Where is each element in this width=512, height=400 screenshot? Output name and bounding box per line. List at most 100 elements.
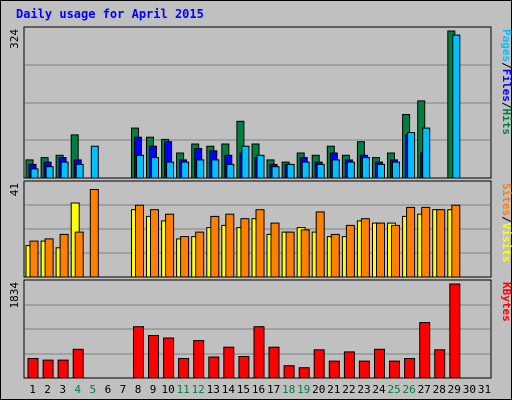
x-tick-label: 7: [120, 383, 127, 396]
legend: Pages/Files/Hits: [500, 29, 512, 135]
x-tick-label: 8: [135, 383, 142, 396]
legend-entry: Files: [500, 69, 512, 102]
x-tick-label: 6: [105, 383, 112, 396]
bar-sites-day-21: [330, 233, 340, 278]
x-tick-label: 23: [357, 383, 370, 396]
x-tick-label: 9: [150, 383, 157, 396]
bar-pages-day-11: [181, 161, 190, 179]
bar-sites-day-3: [59, 233, 69, 278]
bar-sites-day-23: [360, 218, 370, 278]
bar-pages-day-15: [241, 145, 250, 179]
bar-pages-day-5: [90, 145, 99, 179]
bar-pages-day-24: [377, 163, 385, 179]
bar-pages-day-1: [30, 168, 39, 179]
bar-pages-day-13: [211, 159, 220, 179]
x-tick-label: 12: [192, 383, 205, 396]
x-tick-label: 29: [448, 383, 461, 396]
bar-sites-day-15: [240, 218, 250, 278]
bar-sites-day-13: [210, 215, 220, 278]
x-tick-label: 19: [297, 383, 310, 396]
legend-entry: Sites: [500, 183, 512, 216]
bar-sites-day-9: [150, 209, 159, 278]
bar-kbytes-day-14: [223, 346, 235, 379]
bar-pages-day-3: [60, 161, 69, 179]
x-tick-label: 14: [222, 383, 236, 396]
bar-sites-day-1: [29, 240, 39, 278]
bar-pages-day-26: [407, 132, 416, 179]
bar-pages-day-20: [316, 163, 325, 179]
bar-sites-day-24: [376, 222, 385, 278]
bar-sites-day-18: [285, 231, 295, 278]
bar-kbytes-day-20: [313, 349, 325, 379]
x-tick-label: 31: [478, 383, 491, 396]
bar-kbytes-day-12: [193, 340, 205, 379]
y-axis-max-label: 1834: [8, 282, 21, 309]
bar-sites-day-28: [436, 209, 446, 278]
legend: KBytes: [500, 282, 512, 322]
bar-kbytes-day-17: [268, 346, 280, 379]
bar-kbytes-day-9: [148, 335, 159, 379]
x-tick-label: 10: [161, 383, 174, 396]
legend: Sites/Visits: [500, 183, 512, 263]
bar-kbytes-day-22: [343, 351, 355, 379]
y-axis-max-label: 324: [8, 29, 21, 49]
legend-entry: Pages: [500, 29, 512, 62]
bar-pages-day-23: [361, 157, 370, 179]
bar-sites-day-19: [300, 229, 310, 278]
x-tick-label: 17: [267, 383, 280, 396]
bar-kbytes-day-24: [374, 348, 385, 379]
bar-kbytes-day-2: [42, 359, 54, 379]
bar-sites-day-17: [270, 222, 280, 278]
x-tick-label: 25: [387, 383, 400, 396]
bar-sites-day-11: [180, 236, 190, 278]
x-tick-label: 13: [207, 383, 220, 396]
bar-kbytes-day-10: [163, 337, 175, 379]
x-tick-label: 26: [402, 383, 415, 396]
bar-kbytes-day-3: [57, 359, 69, 379]
bar-pages-day-10: [166, 161, 175, 179]
x-tick-label: 15: [237, 383, 250, 396]
bar-sites-day-2: [44, 238, 54, 278]
legend-entry: /: [500, 216, 512, 223]
bar-pages-day-17: [271, 166, 280, 179]
bar-kbytes-day-18: [283, 365, 295, 379]
bar-kbytes-day-13: [208, 356, 220, 379]
x-tick-label: 27: [418, 383, 431, 396]
x-tick-label: 2: [44, 383, 51, 396]
legend-entry: KBytes: [500, 282, 512, 322]
bar-kbytes-day-25: [389, 360, 400, 379]
y-axis-max-label: 41: [8, 183, 21, 196]
bar-pages-day-18: [286, 163, 295, 179]
bar-sites-day-27: [421, 206, 431, 278]
bar-kbytes-day-11: [178, 358, 190, 379]
bar-sites-day-22: [345, 224, 355, 278]
bar-pages-day-22: [346, 161, 355, 179]
legend-entry: /: [500, 102, 512, 109]
x-tick-label: 16: [252, 383, 265, 396]
x-tick-label: 21: [327, 383, 340, 396]
x-tick-label: 3: [59, 383, 66, 396]
bar-kbytes-day-26: [404, 358, 416, 379]
bar-kbytes-day-23: [358, 360, 370, 379]
x-tick-label: 4: [74, 383, 81, 396]
bar-sites-day-10: [165, 213, 175, 278]
bar-sites-day-16: [255, 209, 265, 278]
x-tick-label: 5: [89, 383, 96, 396]
bar-sites-day-25: [391, 224, 400, 278]
legend-entry: /: [500, 62, 512, 69]
bar-pages-day-25: [392, 161, 400, 179]
bar-pages-day-12: [196, 159, 205, 179]
x-tick-label: 28: [433, 383, 446, 396]
bar-pages-day-21: [331, 159, 340, 179]
bar-pages-day-27: [422, 127, 431, 179]
bar-sites-day-5: [89, 189, 99, 278]
bar-pages-day-19: [301, 161, 310, 179]
x-tick-label: 22: [342, 383, 355, 396]
bar-pages-day-8: [136, 154, 144, 179]
bar-kbytes-day-1: [27, 358, 39, 379]
bar-sites-day-26: [406, 206, 416, 278]
x-tick-label: 24: [372, 383, 386, 396]
bar-pages-day-9: [151, 157, 159, 179]
bar-sites-day-14: [225, 213, 235, 278]
